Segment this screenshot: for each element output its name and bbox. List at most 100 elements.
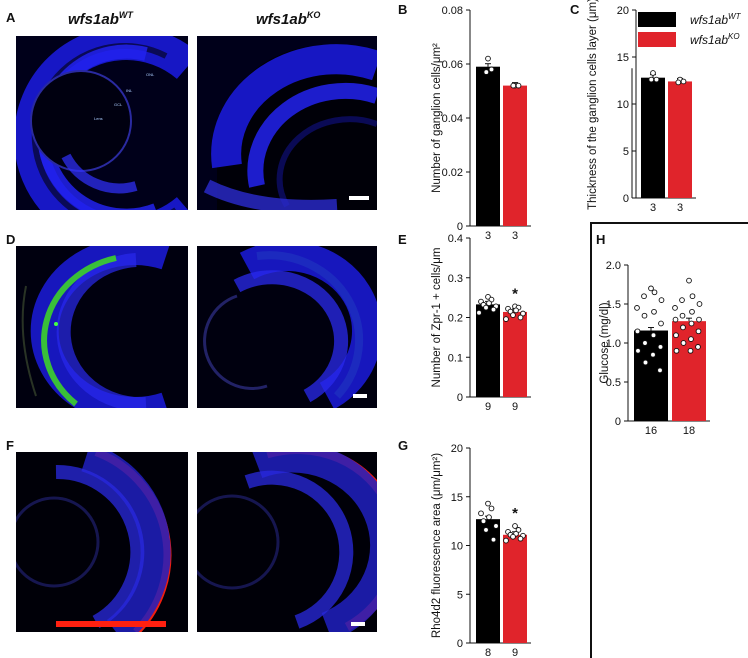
chart-b-ytick-label: 0.02	[442, 167, 463, 179]
chart-e-point	[483, 304, 489, 311]
chart-c: 0 5 10 15 20 Thickness of the ganglion cells …	[587, 0, 696, 214]
chart-c-point	[648, 76, 655, 83]
chart-h-point	[651, 289, 658, 296]
panel-label-d: D	[6, 232, 16, 247]
chart-c-ylabel: Thickness of the ganglion cells layer (μ…	[587, 0, 599, 210]
chart-g-point	[515, 527, 522, 533]
panel-label-g: G	[398, 438, 409, 453]
chart-h-point	[696, 316, 702, 323]
column-title-wt-sup: WT	[118, 10, 133, 20]
panel-h-border-left	[590, 222, 592, 658]
chart-b-n-label: 3	[485, 230, 491, 242]
chart-g-n-label: 8	[485, 647, 491, 658]
chart-g-point	[488, 505, 495, 512]
chart-g-point	[517, 535, 524, 542]
column-title-ko: wfs1abKO	[256, 10, 320, 28]
chart-e-ytick-label: 0.4	[448, 233, 463, 245]
chart-e-point	[476, 309, 482, 316]
panel-label-a: A	[6, 10, 16, 25]
chart-b-ylabel: Number of ganglion cells/μm²	[431, 43, 443, 193]
chart-b-n-label: 3	[512, 230, 518, 242]
micrograph-f-ko	[197, 452, 377, 632]
chart-e-point	[517, 314, 524, 321]
chart-h-point	[696, 301, 703, 307]
chart-h-point	[695, 344, 701, 350]
chart-h-point	[650, 332, 657, 339]
chart-h: 0 0.5 1.0 1.5 2.0 Glucose (mg/dl) 16 18	[599, 260, 710, 437]
legend-wt: wfs1abWT	[638, 12, 740, 27]
chart-h-point	[679, 312, 686, 319]
chart-h-point	[651, 308, 657, 315]
chart-h-point	[641, 293, 647, 300]
chart-h-point	[658, 320, 664, 327]
chart-b: 0 0.02 0.04 0.06 0.08 Number of ganglion cell…	[431, 5, 531, 242]
chart-h-n-label: 18	[683, 425, 695, 437]
scale-bar	[351, 622, 365, 626]
chart-e-bar-wt	[476, 304, 500, 397]
chart-g-ylabel: Rho4d2 fluorescence area (μm/μm²)	[431, 453, 443, 638]
chart-b-point	[485, 55, 491, 62]
chart-b-point	[488, 66, 495, 73]
chart-h-point	[673, 332, 679, 339]
label-onl: ONL	[146, 72, 155, 77]
chart-c-n-label: 3	[650, 202, 656, 214]
legend-label-ko: wfs1abKO	[690, 32, 740, 47]
chart-g: 0 5 10 15 20 Rho4d2 fluorescence area (μm/μm²…	[431, 443, 531, 658]
panel-h-border-top	[590, 222, 748, 224]
chart-g-point	[503, 537, 509, 544]
label-inl: INL	[126, 88, 133, 93]
chart-g-ytick-label: 10	[451, 541, 463, 553]
panel-label-b: B	[398, 2, 408, 17]
panel-label-f: F	[6, 438, 14, 453]
chart-b-ytick-label: 0.04	[442, 113, 463, 125]
chart-e-point	[513, 307, 519, 314]
chart-e-n-label: 9	[485, 401, 491, 413]
chart-c-ytick-label: 0	[623, 193, 629, 205]
legend-label-ko-base: wfs1ab	[690, 33, 729, 47]
chart-g-point	[493, 523, 499, 529]
chart-b-bar-ko	[503, 85, 527, 226]
chart-h-point	[657, 367, 663, 374]
chart-e-bar-ko	[503, 311, 527, 397]
micrograph-d-ko	[197, 246, 377, 408]
chart-h-point	[689, 308, 695, 315]
chart-c-bar-ko	[668, 81, 692, 198]
scale-bar	[349, 196, 369, 200]
chart-h-point	[634, 305, 640, 311]
chart-c-ytick-label: 15	[617, 52, 629, 64]
micrograph-d-wt	[16, 246, 188, 408]
chart-h-ytick-label: 2.0	[606, 260, 621, 272]
label-lens: Lens	[94, 116, 103, 121]
chart-h-point	[634, 328, 641, 335]
micrograph-a-ko	[197, 36, 377, 210]
chart-h-point	[688, 320, 695, 327]
chart-b-ytick-label: 0.08	[442, 5, 463, 17]
chart-h-point	[680, 324, 686, 331]
panel-label-c: C	[570, 2, 580, 17]
chart-g-point	[490, 536, 497, 543]
column-title-wt: wfs1abWT	[68, 10, 133, 28]
chart-c-ytick-label: 20	[617, 5, 629, 17]
column-title-ko-sup: KO	[306, 10, 321, 20]
chart-e-ytick-label: 0	[457, 392, 463, 404]
chart-g-point	[478, 510, 484, 517]
chart-b-point	[483, 69, 490, 75]
chart-c-point	[650, 70, 656, 76]
chart-g-ytick-label: 15	[451, 492, 463, 504]
chart-h-point	[673, 347, 680, 354]
chart-h-point	[689, 293, 696, 300]
chart-g-point	[510, 533, 516, 540]
chart-g-bar-ko	[503, 534, 527, 643]
chart-g-significance: *	[512, 505, 518, 522]
chart-e-point	[510, 312, 516, 318]
chart-g-bar-wt	[476, 519, 500, 643]
chart-h-ytick-label: 1.0	[606, 338, 621, 350]
chart-h-point	[641, 312, 648, 319]
chart-h-ytick-label: 1.5	[606, 299, 621, 311]
label-gcl: GCL	[114, 102, 123, 107]
chart-e-point	[503, 316, 509, 322]
chart-h-bar-wt	[634, 330, 668, 421]
chart-g-ytick-label: 5	[457, 589, 463, 601]
legend-label-wt-sup: WT	[728, 12, 741, 21]
